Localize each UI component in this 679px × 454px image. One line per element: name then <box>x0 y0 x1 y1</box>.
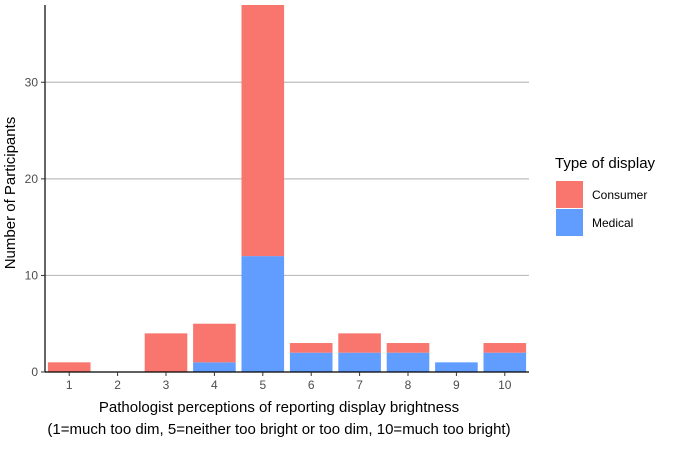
bar-consumer-6 <box>289 343 333 353</box>
legend-label-consumer: Consumer <box>592 188 647 202</box>
legend-title: Type of display <box>555 155 656 172</box>
bar-consumer-4 <box>193 323 236 363</box>
bar-medical-6 <box>289 352 333 372</box>
bar-consumer-7 <box>338 333 381 353</box>
x-tick-label-9: 9 <box>453 378 460 392</box>
y-tick-label-30: 30 <box>25 75 39 89</box>
bar-consumer-3 <box>144 333 188 372</box>
bar-consumer-5 <box>241 5 285 257</box>
bar-consumer-10 <box>483 343 527 353</box>
y-tick-label-10: 10 <box>25 268 39 282</box>
bars <box>47 5 527 372</box>
bar-medical-10 <box>483 352 527 372</box>
legend-swatch-consumer <box>556 181 583 208</box>
x-tick-label-8: 8 <box>405 378 412 392</box>
x-tick-label-5: 5 <box>259 378 266 392</box>
y-tick-label-0: 0 <box>31 365 38 379</box>
x-tick-label-3: 3 <box>163 378 170 392</box>
x-tick-label-7: 7 <box>356 378 363 392</box>
x-axis-title-line2: (1=much too dim, 5=neither too bright or… <box>47 421 510 438</box>
x-tick-label-4: 4 <box>211 378 218 392</box>
x-ticks: 1 2 3 4 5 6 7 8 9 10 <box>66 372 512 392</box>
y-axis-title: Number of Participants <box>2 117 19 270</box>
legend-swatch-medical <box>556 209 583 236</box>
gridlines <box>45 81 529 277</box>
x-tick-label-10: 10 <box>498 378 512 392</box>
x-tick-label-1: 1 <box>66 378 73 392</box>
axes <box>44 5 529 373</box>
bar-consumer-1 <box>47 362 91 372</box>
bar-medical-7 <box>338 352 381 372</box>
bar-medical-9 <box>435 362 478 372</box>
x-axis-title-line1: Pathologist perceptions of reporting dis… <box>99 399 459 416</box>
bar-medical-8 <box>386 352 430 372</box>
bar-consumer-8 <box>386 343 430 353</box>
y-ticks: 0 10 20 30 <box>25 75 45 379</box>
legend-label-medical: Medical <box>592 216 633 230</box>
bar-medical-5 <box>241 256 285 372</box>
y-tick-label-20: 20 <box>25 172 39 186</box>
x-tick-label-2: 2 <box>114 378 121 392</box>
x-tick-label-6: 6 <box>308 378 315 392</box>
legend: Type of display Consumer Medical <box>555 155 656 236</box>
bar-medical-4 <box>193 362 236 372</box>
